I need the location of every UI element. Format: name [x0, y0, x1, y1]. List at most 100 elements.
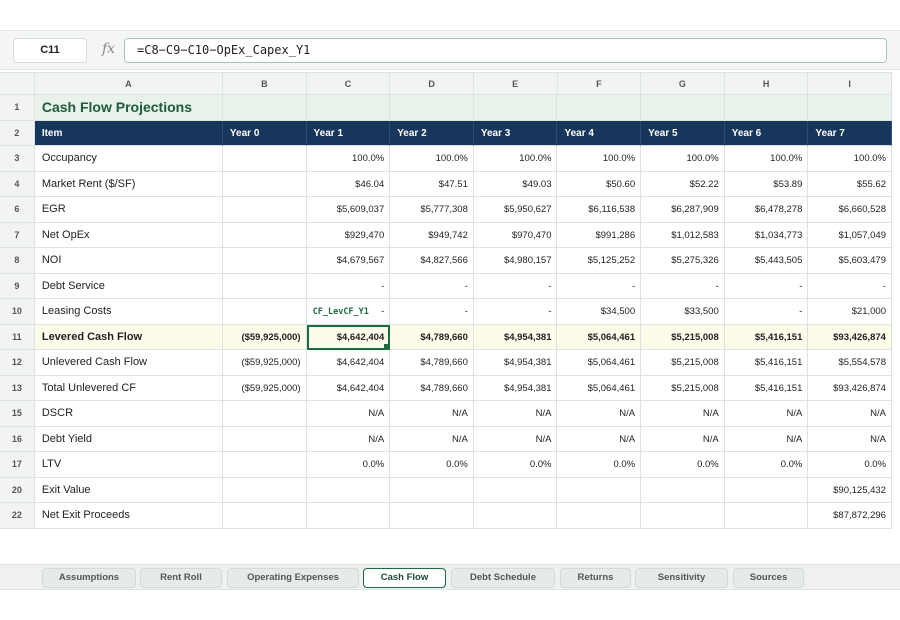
row-label-cell[interactable]: Total Unlevered CF	[34, 375, 223, 401]
cell-h7[interactable]: $1,034,773	[724, 222, 809, 248]
cell-d9[interactable]: -	[390, 273, 474, 299]
cell-f7[interactable]: $991,286	[557, 222, 642, 248]
cell-e8[interactable]: $4,980,157	[473, 248, 558, 274]
cell-g16[interactable]: N/A	[641, 426, 725, 452]
row-label-cell[interactable]: NOI	[34, 248, 223, 274]
cell-c3[interactable]: 100.0%	[306, 146, 391, 172]
cell-b10[interactable]	[222, 299, 307, 325]
row-label-cell[interactable]: Levered Cash Flow	[34, 324, 223, 350]
cell-h22[interactable]	[724, 503, 809, 529]
cell-c22[interactable]	[306, 503, 391, 529]
cell[interactable]	[724, 95, 809, 121]
cell-d4[interactable]: $47.51	[390, 171, 474, 197]
cell-e22[interactable]	[473, 503, 558, 529]
cell-f6[interactable]: $6,116,538	[557, 197, 642, 223]
cell-i7[interactable]: $1,057,049	[808, 222, 892, 248]
cell-f12[interactable]: $5,064,461	[557, 350, 642, 376]
cell-d10[interactable]: -	[390, 299, 474, 325]
cell-h4[interactable]: $53.89	[724, 171, 809, 197]
cell-b9[interactable]	[222, 273, 307, 299]
header-cell-year-3[interactable]: Year 3	[473, 120, 558, 146]
cell-g11[interactable]: $5,215,008	[641, 324, 725, 350]
row-number[interactable]: 15	[0, 401, 35, 427]
cell-h17[interactable]: 0.0%	[724, 452, 809, 478]
row-label-cell[interactable]: Market Rent ($/SF)	[34, 171, 223, 197]
select-all-corner[interactable]	[0, 72, 35, 95]
cell-h15[interactable]: N/A	[724, 401, 809, 427]
cell-g6[interactable]: $6,287,909	[641, 197, 725, 223]
cell-g15[interactable]: N/A	[641, 401, 725, 427]
cell-b12[interactable]: ($59,925,000)	[222, 350, 307, 376]
cell-g13[interactable]: $5,215,008	[641, 375, 725, 401]
formula-input[interactable]: =C8−C9−C10−OpEx_Capex_Y1	[124, 38, 887, 63]
row-label-cell[interactable]: Leasing Costs	[34, 299, 223, 325]
row-number[interactable]: 6	[0, 197, 35, 223]
cell-f13[interactable]: $5,064,461	[557, 375, 642, 401]
cell-g3[interactable]: 100.0%	[641, 146, 725, 172]
cell-g7[interactable]: $1,012,583	[641, 222, 725, 248]
cell-c12[interactable]: $4,642,404	[306, 350, 391, 376]
column-header-c[interactable]: C	[306, 72, 391, 95]
cell-g9[interactable]: -	[641, 273, 725, 299]
cell-i11[interactable]: $93,426,874	[808, 324, 892, 350]
cell[interactable]	[641, 95, 725, 121]
header-cell-year-2[interactable]: Year 2	[390, 120, 474, 146]
cell-h10[interactable]: -	[724, 299, 809, 325]
cell-d13[interactable]: $4,789,660	[390, 375, 474, 401]
cell-h8[interactable]: $5,443,505	[724, 248, 809, 274]
cell-h6[interactable]: $6,478,278	[724, 197, 809, 223]
cell-c11[interactable]: $4,642,404	[306, 324, 391, 350]
cell-i3[interactable]: 100.0%	[808, 146, 892, 172]
cell-b7[interactable]	[222, 222, 307, 248]
cell-c17[interactable]: 0.0%	[306, 452, 391, 478]
row-label-cell[interactable]: Exit Value	[34, 477, 223, 503]
row-number[interactable]: 16	[0, 426, 35, 452]
row-number[interactable]: 22	[0, 503, 35, 529]
cell-e16[interactable]: N/A	[473, 426, 558, 452]
cell-i9[interactable]: -	[808, 273, 892, 299]
row-number[interactable]: 4	[0, 171, 35, 197]
cell-e20[interactable]	[473, 477, 558, 503]
header-cell-year-1[interactable]: Year 1	[306, 120, 391, 146]
cell-e11[interactable]: $4,954,381	[473, 324, 558, 350]
cell-g8[interactable]: $5,275,326	[641, 248, 725, 274]
row-number[interactable]: 3	[0, 146, 35, 172]
cell-f15[interactable]: N/A	[557, 401, 642, 427]
cell-f11[interactable]: $5,064,461	[557, 324, 642, 350]
cell-d16[interactable]: N/A	[390, 426, 474, 452]
sheet-tab-assumptions[interactable]: Assumptions	[42, 568, 136, 588]
header-cell-year-6[interactable]: Year 6	[724, 120, 809, 146]
header-cell-year-5[interactable]: Year 5	[641, 120, 725, 146]
cell-d3[interactable]: 100.0%	[390, 146, 474, 172]
cell-i15[interactable]: N/A	[808, 401, 892, 427]
column-header-i[interactable]: I	[808, 72, 892, 95]
cell-f3[interactable]: 100.0%	[557, 146, 642, 172]
cell-b6[interactable]	[222, 197, 307, 223]
cell-h13[interactable]: $5,416,151	[724, 375, 809, 401]
cell-c15[interactable]: N/A	[306, 401, 391, 427]
cell-e12[interactable]: $4,954,381	[473, 350, 558, 376]
sheet-tab-debt-schedule[interactable]: Debt Schedule	[451, 568, 555, 588]
row-number[interactable]: 2	[0, 120, 35, 146]
column-header-b[interactable]: B	[223, 72, 307, 95]
cell-h11[interactable]: $5,416,151	[724, 324, 809, 350]
cell-f17[interactable]: 0.0%	[557, 452, 642, 478]
row-label-cell[interactable]: Debt Service	[34, 273, 223, 299]
cell-d6[interactable]: $5,777,308	[390, 197, 474, 223]
cell-e17[interactable]: 0.0%	[473, 452, 558, 478]
cell-d15[interactable]: N/A	[390, 401, 474, 427]
cell-a1[interactable]: Cash Flow Projections	[34, 95, 223, 121]
row-number[interactable]: 8	[0, 248, 35, 274]
cell-f22[interactable]	[557, 503, 642, 529]
row-number[interactable]: 20	[0, 477, 35, 503]
cell-e6[interactable]: $5,950,627	[473, 197, 558, 223]
cell-g10[interactable]: $33,500	[641, 299, 725, 325]
cell[interactable]	[557, 95, 642, 121]
cell-f8[interactable]: $5,125,252	[557, 248, 642, 274]
cell-e13[interactable]: $4,954,381	[473, 375, 558, 401]
cell-f20[interactable]	[557, 477, 642, 503]
cell-b22[interactable]	[222, 503, 307, 529]
cell-d7[interactable]: $949,742	[390, 222, 474, 248]
header-cell-year-4[interactable]: Year 4	[557, 120, 642, 146]
header-cell-year-0[interactable]: Year 0	[222, 120, 307, 146]
